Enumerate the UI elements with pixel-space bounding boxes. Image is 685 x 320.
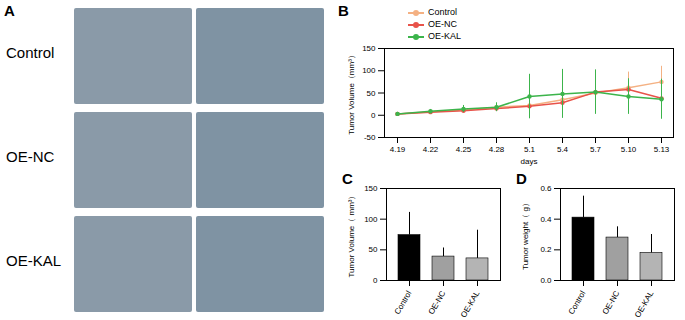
html-text:Control: Control: [428, 7, 457, 17]
svg-text:days: days: [521, 157, 538, 166]
svg-text:100: 100: [364, 215, 378, 224]
svg-text:-50: -50: [364, 133, 376, 142]
svg-text:0.4: 0.4: [540, 215, 552, 224]
svg-text:0.6: 0.6: [540, 184, 552, 193]
svg-text:4.22: 4.22: [423, 145, 439, 154]
svg-text:4.19: 4.19: [390, 145, 406, 154]
svg-text:100: 100: [362, 66, 376, 75]
svg-text:Tumor Volume（mm³）: Tumor Volume（mm³）: [347, 51, 356, 135]
svg-text:Control: Control: [567, 289, 588, 316]
svg-text:5.1: 5.1: [524, 145, 536, 154]
html-text:C: C: [342, 170, 353, 187]
svg-text:5.10: 5.10: [621, 145, 637, 154]
svg-text:5.13: 5.13: [654, 145, 670, 154]
svg-text:4.28: 4.28: [489, 145, 505, 154]
svg-text:50: 50: [369, 245, 378, 254]
html-text:OE-NC: OE-NC: [428, 19, 457, 29]
svg-text:4.25: 4.25: [456, 145, 472, 154]
svg-text:Tumor Volume（ mm³）: Tumor Volume（ mm³）: [347, 192, 356, 278]
svg-text:Control: Control: [393, 289, 414, 316]
svg-text:Tumor weight（ g）: Tumor weight（ g）: [521, 199, 530, 270]
svg-text:5.4: 5.4: [557, 145, 569, 154]
svg-text:0.0: 0.0: [540, 276, 552, 285]
svg-text:150: 150: [364, 184, 378, 193]
svg-text:OE-NC: OE-NC: [427, 289, 448, 316]
html-text:A: A: [4, 2, 15, 19]
html-text:OE-KAL: OE-KAL: [6, 252, 61, 269]
html-text:OE-NC: OE-NC: [6, 148, 55, 165]
svg-text:0: 0: [373, 276, 378, 285]
html-text:OE-KAL: OE-KAL: [428, 31, 461, 41]
svg-text:0: 0: [371, 111, 376, 120]
svg-text:150: 150: [362, 44, 376, 53]
svg-text:OE-KAL: OE-KAL: [459, 289, 482, 319]
svg-text:0.2: 0.2: [540, 245, 552, 254]
svg-text:OE-NC: OE-NC: [601, 289, 622, 316]
svg-text:OE-KAL: OE-KAL: [633, 289, 656, 319]
svg-text:50: 50: [367, 89, 376, 98]
html-text:Control: Control: [6, 44, 55, 61]
html-text:D: D: [516, 170, 527, 187]
html-text:B: B: [338, 2, 349, 19]
svg-text:5.7: 5.7: [590, 145, 602, 154]
